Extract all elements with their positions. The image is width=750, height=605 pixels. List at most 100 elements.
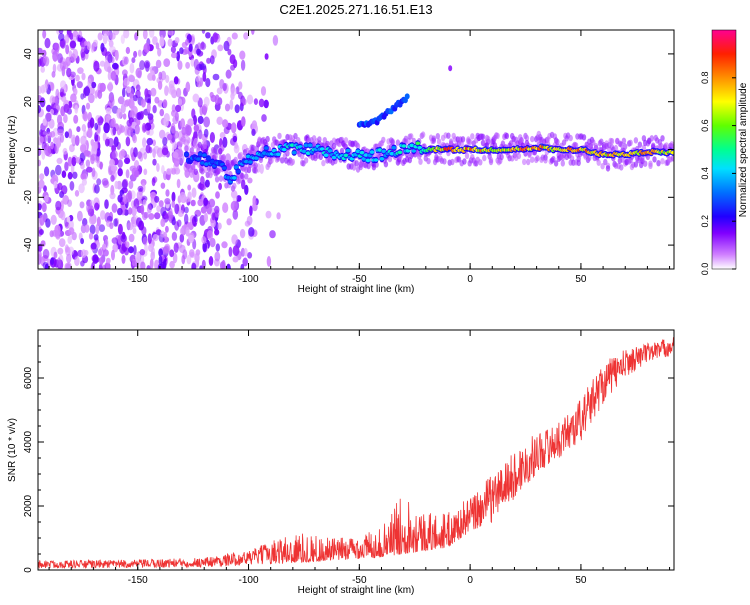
noise-blob [49, 230, 54, 238]
ridge-cell [343, 153, 349, 158]
noise-blob [116, 107, 123, 119]
ridge-cell [202, 153, 207, 157]
noise-blob [63, 114, 68, 124]
noise-blob [140, 261, 146, 269]
noise-blob [112, 126, 117, 136]
noise-blob [38, 159, 42, 167]
noise-blob [232, 245, 240, 257]
ridge-halo [600, 163, 605, 170]
ridge-halo [233, 156, 238, 164]
ridge-cell [184, 152, 189, 157]
noise-blob [152, 105, 157, 114]
ridge-halo [573, 142, 579, 149]
noise-blob [42, 55, 48, 64]
noise-blob [105, 262, 110, 269]
noise-blob [71, 156, 77, 167]
noise-blob [128, 207, 133, 215]
ridge-halo [218, 175, 224, 182]
noise-blob [147, 233, 152, 245]
noise-blob [127, 127, 133, 137]
ridge-halo [383, 161, 389, 168]
noise-blob [152, 158, 157, 166]
noise-blob [195, 75, 201, 83]
noise-blob [110, 96, 115, 107]
ridge-halo [530, 156, 535, 163]
ridge-halo [613, 144, 619, 152]
noise-blob [150, 87, 157, 97]
x-tick-label: 0 [467, 274, 473, 285]
ridge-cell [391, 145, 397, 150]
noise-blob [72, 171, 78, 179]
noise-blob [196, 81, 202, 88]
ridge-halo [593, 143, 599, 150]
noise-blob [226, 263, 231, 269]
ridge-halo [300, 153, 305, 160]
noise-blob [221, 259, 226, 269]
noise-blob [206, 57, 211, 64]
noise-blob [139, 60, 146, 71]
noise-blob [137, 185, 144, 192]
noise-blob [229, 99, 234, 110]
noise-blob [82, 111, 88, 122]
noise-blob [159, 37, 165, 47]
x-tick-label: -150 [128, 274, 148, 285]
ridge-halo [464, 152, 470, 159]
noise-blob [131, 205, 137, 217]
noise-blob [38, 186, 42, 194]
ridge-halo [190, 163, 196, 171]
noise-blob [177, 98, 183, 106]
ridge-cell [247, 160, 253, 164]
noise-blob [129, 62, 135, 74]
ridge-halo [339, 147, 345, 155]
noise-blob [152, 36, 158, 45]
ridge-cell [275, 152, 281, 157]
noise-blob [241, 116, 246, 127]
noise-blob [106, 215, 113, 222]
noise-blob [131, 132, 136, 142]
noise-blob [52, 50, 58, 62]
ridge-halo [504, 132, 510, 140]
x-tick-label: 0 [467, 575, 473, 586]
noise-blob [42, 118, 47, 126]
noise-blob [111, 150, 118, 159]
noise-blob [260, 86, 267, 96]
ridge-halo [637, 141, 643, 148]
noise-blob [156, 205, 161, 213]
ridge-halo [669, 141, 674, 148]
noise-blob [99, 247, 104, 257]
ridge-halo [623, 143, 628, 150]
noise-blob [167, 30, 174, 36]
noise-blob [163, 258, 167, 269]
ridge-halo [381, 136, 386, 144]
noise-blob [139, 249, 146, 256]
noise-blob [69, 32, 74, 40]
ridge-halo [232, 182, 237, 190]
ridge-cell [243, 159, 249, 164]
noise-blob [143, 168, 148, 176]
noise-blob [45, 218, 51, 228]
noise-blob [57, 129, 64, 136]
ridge-halo [656, 160, 661, 167]
noise-blob [64, 262, 72, 269]
noise-blob [212, 32, 218, 43]
noise-blob [142, 137, 147, 148]
ridge-halo [596, 159, 601, 166]
ridge-halo [290, 158, 295, 166]
noise-blob [232, 135, 238, 143]
noise-blob [180, 136, 186, 143]
noise-blob [140, 204, 145, 215]
noise-blob [41, 202, 47, 213]
noise-blob [96, 216, 101, 227]
noise-blob [230, 122, 237, 134]
noise-blob [170, 46, 176, 53]
noise-blob [133, 160, 140, 171]
ridge-halo [296, 137, 301, 144]
noise-blob [219, 132, 226, 139]
snr-frame [37, 329, 675, 571]
ridge-halo [621, 137, 627, 144]
ridge-halo [331, 142, 337, 150]
noise-blob [133, 94, 138, 102]
noise-blob [228, 246, 233, 257]
noise-blob [48, 118, 55, 129]
noise-blob [269, 230, 276, 239]
